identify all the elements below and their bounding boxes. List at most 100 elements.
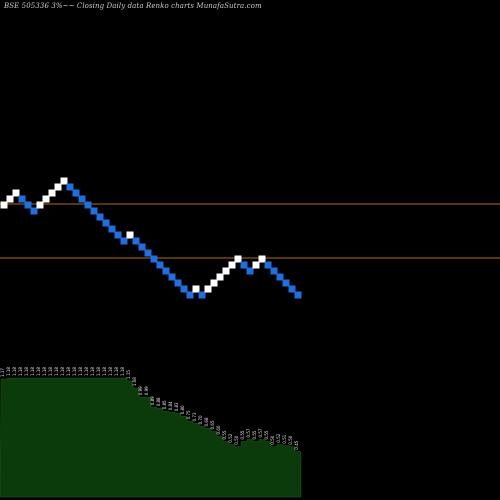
- renko-brick-up: [60, 177, 68, 185]
- renko-brick-down: [174, 279, 182, 287]
- volume-label: 1.18: [72, 367, 77, 376]
- volume-label: 1.18: [102, 367, 107, 376]
- volume-label: 1.17: [0, 368, 5, 377]
- renko-brick-up: [210, 279, 218, 287]
- renko-brick-up: [12, 189, 20, 197]
- volume-label: 0.88: [156, 397, 161, 406]
- renko-brick-down: [120, 237, 128, 245]
- volume-label: 0.50: [270, 435, 275, 444]
- renko-brick-down: [276, 273, 284, 281]
- volume-label: 1.18: [42, 367, 47, 376]
- renko-brick-down: [66, 183, 74, 191]
- renko-brick-down: [144, 249, 152, 257]
- renko-brick-down: [246, 267, 254, 275]
- volume-area: [0, 377, 302, 498]
- renko-brick-down: [156, 261, 164, 269]
- volume-label: 1.18: [30, 367, 35, 376]
- chart-title: BSE 505336 3%~~ Closing Daily data Renko…: [4, 2, 262, 10]
- volume-label: 0.68: [204, 417, 209, 426]
- renko-brick-up: [258, 255, 266, 263]
- volume-label: 0.55: [240, 430, 245, 439]
- renko-brick-down: [264, 261, 272, 269]
- renko-brick-down: [24, 201, 32, 209]
- renko-brick-down: [132, 237, 140, 245]
- volume-label: 0.60: [216, 425, 221, 434]
- volume-label: 0.89: [150, 396, 155, 405]
- volume-label: 0.57: [258, 428, 263, 437]
- volume-label: 1.18: [66, 367, 71, 376]
- volume-label: 0.80: [180, 405, 185, 414]
- volume-label: 0.57: [246, 428, 251, 437]
- volume-label: 0.85: [162, 400, 167, 409]
- volume-label: 1.18: [114, 367, 119, 376]
- renko-brick-down: [162, 267, 170, 275]
- volume-label: 0.84: [168, 401, 173, 410]
- renko-brick-up: [6, 195, 14, 203]
- volume-label: 0.75: [186, 410, 191, 419]
- renko-brick-up: [126, 231, 134, 239]
- volume-label: 0.45: [294, 440, 299, 449]
- volume-label: 0.55: [264, 430, 269, 439]
- volume-label: 1.18: [108, 367, 113, 376]
- volume-label: 0.50: [288, 435, 293, 444]
- renko-brick-up: [42, 195, 50, 203]
- reference-lines: [0, 203, 500, 259]
- renko-brick-down: [168, 273, 176, 281]
- renko-brick-up: [54, 183, 62, 191]
- renko-brick-down: [282, 279, 290, 287]
- volume-label: 0.73: [192, 412, 197, 421]
- renko-brick-down: [186, 291, 194, 299]
- renko-brick-down: [114, 231, 122, 239]
- renko-brick-down: [72, 189, 80, 197]
- renko-brick-down: [150, 255, 158, 263]
- volume-panel: [0, 377, 302, 498]
- renko-bricks: [0, 177, 302, 299]
- volume-label: 1.18: [78, 367, 83, 376]
- volume-label: 1.18: [6, 367, 11, 376]
- volume-label: 0.99: [138, 386, 143, 395]
- renko-brick-up: [192, 285, 200, 293]
- volume-label: 1.18: [120, 367, 125, 376]
- renko-brick-up: [48, 189, 56, 197]
- volume-label: 0.52: [228, 433, 233, 442]
- renko-brick-up: [228, 261, 236, 269]
- renko-brick-up: [0, 201, 8, 209]
- renko-brick-down: [78, 195, 86, 203]
- renko-brick-up: [204, 285, 212, 293]
- renko-brick-down: [270, 267, 278, 275]
- volume-label: 1.18: [48, 367, 53, 376]
- renko-brick-up: [216, 273, 224, 281]
- volume-label: 0.65: [210, 420, 215, 429]
- renko-brick-up: [222, 267, 230, 275]
- renko-brick-down: [240, 261, 248, 269]
- renko-brick-down: [294, 291, 302, 299]
- volume-label: 1.18: [12, 367, 17, 376]
- volume-label: 0.70: [198, 415, 203, 424]
- volume-label: 0.83: [174, 402, 179, 411]
- renko-brick-down: [96, 213, 104, 221]
- volume-label: 1.18: [24, 367, 29, 376]
- renko-brick-down: [108, 225, 116, 233]
- volume-label: 0.55: [222, 430, 227, 439]
- volume-label: 1.15: [126, 370, 131, 379]
- volume-label: 1.08: [132, 377, 137, 386]
- volume-label: 0.51: [282, 434, 287, 443]
- volume-label: 0.99: [144, 386, 149, 395]
- volume-label: 0.50: [234, 435, 239, 444]
- volume-label: 1.18: [18, 367, 23, 376]
- renko-brick-down: [138, 243, 146, 251]
- renko-brick-down: [180, 285, 188, 293]
- volume-labels: 1.17 1.18 1.18 1.18 1.18 1.18 1.18 1.18 1.18 1.18…: [0, 367, 299, 450]
- volume-label: 1.18: [96, 367, 101, 376]
- volume-label: 0.55: [252, 430, 257, 439]
- renko-brick-up: [36, 201, 44, 209]
- volume-label: 0.52: [276, 433, 281, 442]
- renko-brick-down: [18, 195, 26, 203]
- renko-brick-down: [102, 219, 110, 227]
- volume-label: 1.18: [54, 367, 59, 376]
- renko-brick-up: [234, 255, 242, 263]
- volume-label: 1.18: [60, 367, 65, 376]
- volume-label: 1.18: [90, 367, 95, 376]
- renko-brick-up: [252, 261, 260, 269]
